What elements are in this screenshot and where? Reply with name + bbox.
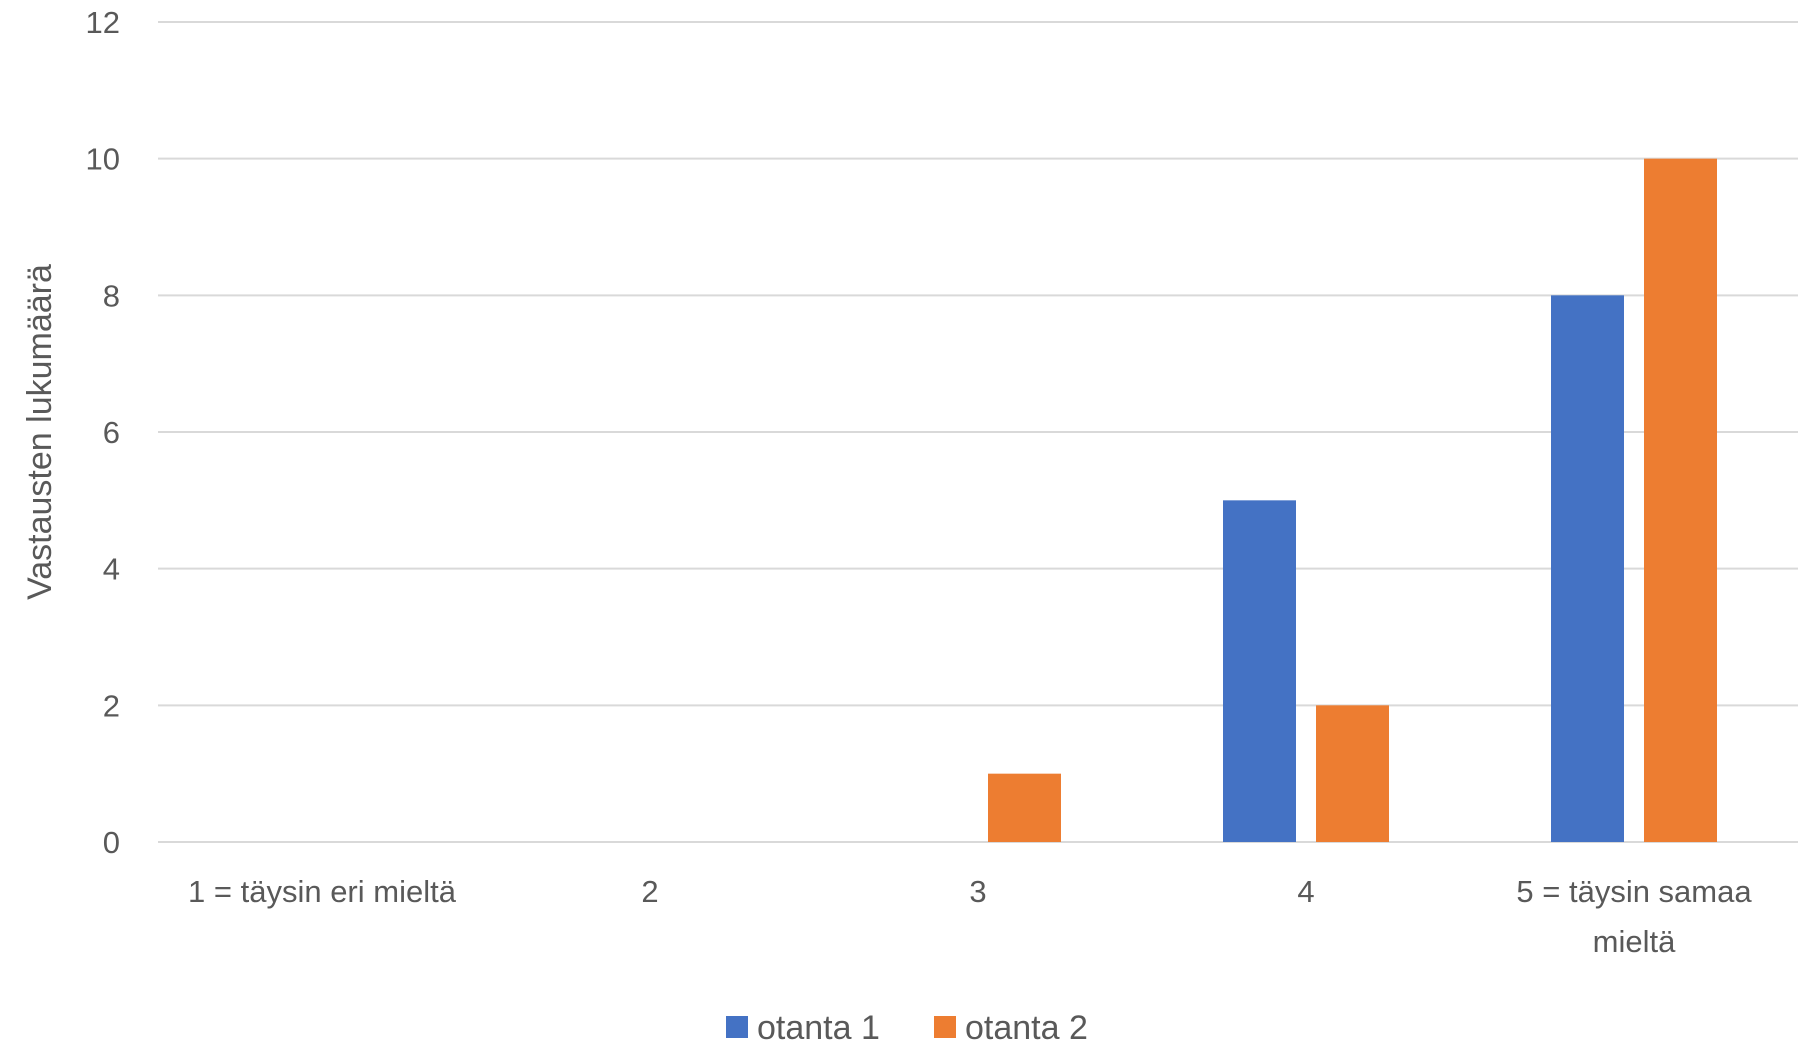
y-tick-label: 10 — [86, 142, 120, 177]
legend-label: otanta 1 — [757, 1009, 880, 1045]
bar — [1316, 705, 1389, 842]
x-tick-label: 5 = täysin samaa mieltä — [1516, 874, 1752, 959]
x-tick-label: 2 — [641, 874, 658, 909]
bar — [988, 773, 1061, 842]
bar — [1644, 158, 1717, 842]
bar — [1223, 500, 1296, 842]
y-tick-label: 12 — [86, 5, 120, 40]
x-tick-label: 3 — [969, 874, 986, 909]
bar — [1551, 295, 1624, 842]
legend-swatch — [726, 1016, 748, 1038]
y-tick-label: 4 — [103, 552, 120, 587]
y-tick-label: 2 — [103, 688, 120, 723]
y-axis-ticks: 0 2 4 6 8 10 12 — [86, 5, 120, 860]
legend-item: otanta 2 — [934, 1009, 1088, 1047]
x-tick-label: 1 = täysin eri mieltä — [188, 874, 457, 909]
legend: otanta 1 otanta 2 — [726, 1009, 1088, 1047]
bars — [988, 158, 1717, 842]
legend-label: otanta 2 — [965, 1009, 1088, 1045]
legend-swatch — [934, 1016, 956, 1038]
gridlines — [158, 21, 1798, 843]
x-tick-label: 4 — [1297, 874, 1314, 909]
y-tick-label: 0 — [103, 825, 120, 860]
y-tick-label: 8 — [103, 278, 120, 313]
x-axis-ticks: 1 = täysin eri mieltä 2 3 4 5 = täysin samaa… — [188, 874, 1752, 959]
y-tick-label: 6 — [103, 415, 120, 450]
legend-item: otanta 1 — [726, 1009, 880, 1047]
y-axis-title: Vastausten lukumäärä — [21, 264, 59, 600]
